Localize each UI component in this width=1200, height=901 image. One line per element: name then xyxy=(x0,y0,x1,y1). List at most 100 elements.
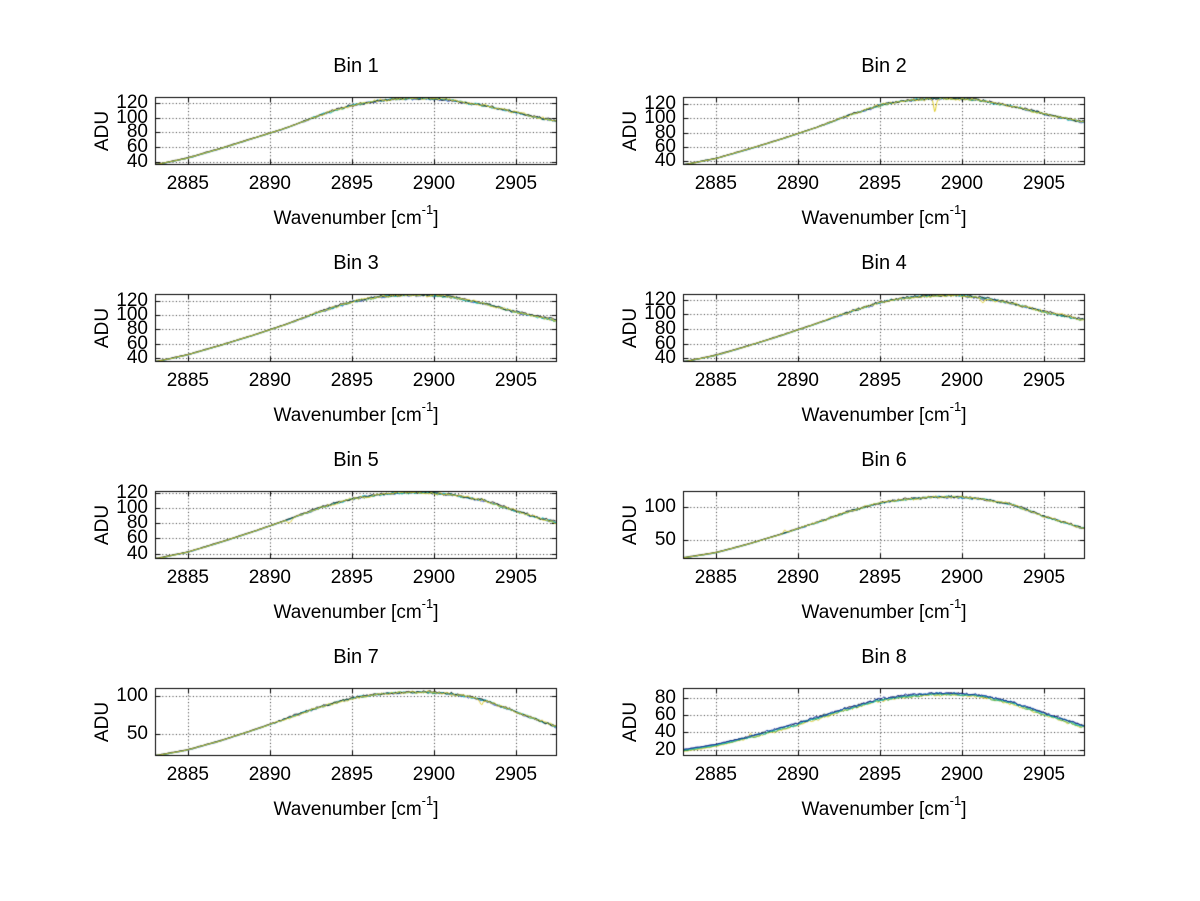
y-tick-label: 50 xyxy=(654,529,676,551)
y-tick-label: 80 xyxy=(126,512,148,534)
x-tick-label: 2890 xyxy=(776,567,819,588)
x-axis-label-text: Wavenumber [cm xyxy=(801,405,950,426)
y-tick-label: 40 xyxy=(126,150,148,172)
x-tick-label: 2895 xyxy=(858,764,902,785)
y-tick-label: 60 xyxy=(654,332,676,354)
y-tick-label: 80 xyxy=(654,317,676,339)
x-tick-label: 2890 xyxy=(248,567,291,588)
x-axis-label-bracket: ] xyxy=(433,799,439,820)
y-tick-label: 40 xyxy=(126,347,148,369)
subplot-title: Bin 2 xyxy=(861,55,907,77)
x-tick-label: 2895 xyxy=(858,173,902,194)
x-tick-label: 2905 xyxy=(1022,567,1066,588)
x-axis-label-bracket: ] xyxy=(961,602,967,623)
x-tick-label: 2885 xyxy=(166,173,209,194)
y-tick-label: 100 xyxy=(116,106,148,128)
x-axis-label: Wavenumber [cm-1] xyxy=(155,203,557,231)
x-tick-label: 2885 xyxy=(694,764,737,785)
x-axis-label-text: Wavenumber [cm xyxy=(801,208,950,229)
x-axis-label-text: Wavenumber [cm xyxy=(273,799,422,820)
x-tick-label: 2895 xyxy=(330,567,374,588)
x-axis-label: Wavenumber [cm-1] xyxy=(683,597,1085,625)
y-tick-label: 100 xyxy=(644,495,676,517)
subplot-title: Bin 1 xyxy=(333,55,379,77)
x-tick-label: 2900 xyxy=(412,764,456,785)
x-tick-label: 2905 xyxy=(1022,370,1066,391)
x-axis-label: Wavenumber [cm-1] xyxy=(683,794,1085,822)
subplot-bin-7: Bin 7 ADU Wavenumber [cm-1] 2885 2890 2895… xyxy=(92,646,557,820)
x-tick-label: 2900 xyxy=(940,370,984,391)
subplot-title: Bin 3 xyxy=(333,252,379,274)
y-tick-label: 120 xyxy=(116,289,148,311)
y-tick-label: 60 xyxy=(654,704,676,726)
y-tick-label: 120 xyxy=(116,481,148,503)
y-tick-label: 50 xyxy=(126,722,148,744)
subplot-bin-3: Bin 3 ADU Wavenumber [cm-1] 2885 2890 2895… xyxy=(92,252,557,426)
subplot-title: Bin 5 xyxy=(333,449,379,471)
x-axis-label-bracket: ] xyxy=(961,799,967,820)
x-tick-label: 2890 xyxy=(248,764,291,785)
x-tick-label: 2885 xyxy=(166,764,209,785)
x-tick-label: 2905 xyxy=(494,173,538,194)
x-axis-label-bracket: ] xyxy=(433,602,439,623)
x-axis-label-exponent: -1 xyxy=(949,792,962,808)
x-axis-label-bracket: ] xyxy=(433,208,439,229)
subplot-bin-2: Bin 2 ADU Wavenumber [cm-1] 2885 2890 2895… xyxy=(620,55,1085,229)
y-tick-label: 100 xyxy=(644,303,676,325)
subplot-title: Bin 6 xyxy=(861,449,907,471)
x-tick-label: 2900 xyxy=(940,764,984,785)
x-tick-label: 2890 xyxy=(776,173,819,194)
x-tick-label: 2885 xyxy=(694,370,737,391)
x-tick-label: 2905 xyxy=(494,764,538,785)
x-tick-label: 2895 xyxy=(858,370,902,391)
x-tick-label: 2905 xyxy=(494,370,538,391)
x-axis-label-bracket: ] xyxy=(961,208,967,229)
y-tick-label: 20 xyxy=(654,738,676,760)
x-axis-label-exponent: -1 xyxy=(949,398,962,414)
subplot-bin-4: Bin 4 ADU Wavenumber [cm-1] 2885 2890 2895… xyxy=(620,252,1085,426)
x-tick-label: 2895 xyxy=(330,370,374,391)
x-axis-label: Wavenumber [cm-1] xyxy=(683,400,1085,428)
y-tick-label: 60 xyxy=(126,136,148,158)
y-axis-label: ADU xyxy=(620,504,641,546)
subplot-bin-1: Bin 1 ADU Wavenumber [cm-1] 2885 2890 2895… xyxy=(92,55,557,229)
x-tick-label: 2890 xyxy=(248,370,291,391)
x-axis-label: Wavenumber [cm-1] xyxy=(683,203,1085,231)
y-tick-label: 120 xyxy=(644,92,676,114)
x-axis-label-text: Wavenumber [cm xyxy=(801,602,950,623)
x-axis-label-exponent: -1 xyxy=(421,792,434,808)
x-axis-label-text: Wavenumber [cm xyxy=(273,602,422,623)
x-tick-label: 2905 xyxy=(494,567,538,588)
x-tick-label: 2895 xyxy=(330,764,374,785)
subplot-bin-5: Bin 5 ADU Wavenumber [cm-1] 2885 2890 2895… xyxy=(92,449,557,623)
x-tick-label: 2905 xyxy=(1022,764,1066,785)
subplot-bin-8: Bin 8 ADU Wavenumber [cm-1] 2885 2890 2895… xyxy=(620,646,1085,820)
x-axis-label: Wavenumber [cm-1] xyxy=(155,597,557,625)
y-tick-label: 100 xyxy=(116,497,148,519)
x-tick-label: 2895 xyxy=(858,567,902,588)
x-axis-label: Wavenumber [cm-1] xyxy=(155,794,557,822)
x-axis-label-bracket: ] xyxy=(961,405,967,426)
y-tick-label: 80 xyxy=(126,318,148,340)
x-tick-label: 2885 xyxy=(694,173,737,194)
y-tick-label: 40 xyxy=(654,347,676,369)
x-tick-label: 2900 xyxy=(940,173,984,194)
x-axis-label-exponent: -1 xyxy=(949,595,962,611)
x-axis-label-exponent: -1 xyxy=(421,201,434,217)
x-tick-label: 2900 xyxy=(412,173,456,194)
y-tick-label: 40 xyxy=(654,150,676,172)
x-tick-label: 2890 xyxy=(776,764,819,785)
y-tick-label: 60 xyxy=(654,136,676,157)
y-tick-label: 60 xyxy=(126,527,148,549)
x-axis-label-text: Wavenumber [cm xyxy=(273,208,422,229)
y-tick-label: 100 xyxy=(116,303,148,325)
x-axis-label-exponent: -1 xyxy=(421,398,434,414)
subplot-title: Bin 4 xyxy=(861,252,907,274)
y-tick-label: 40 xyxy=(654,721,676,743)
y-tick-label: 100 xyxy=(644,107,676,129)
y-tick-label: 60 xyxy=(126,332,148,354)
x-axis-label-exponent: -1 xyxy=(949,201,962,217)
x-tick-label: 2900 xyxy=(412,567,456,588)
x-axis-label: Wavenumber [cm-1] xyxy=(155,400,557,428)
